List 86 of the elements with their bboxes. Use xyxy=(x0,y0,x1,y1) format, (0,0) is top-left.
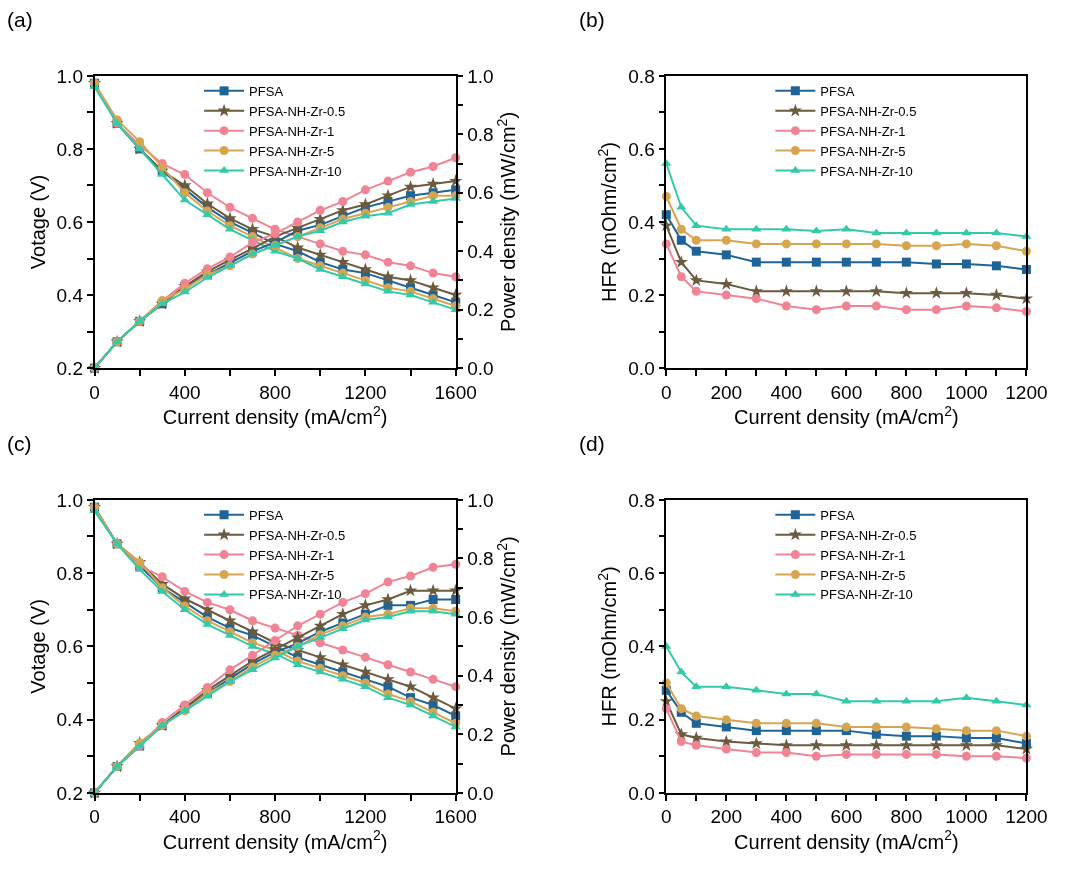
y-tick-label: 0.2 xyxy=(628,709,655,731)
x-tick-label: 1600 xyxy=(434,806,477,828)
y2-tick-label: 0.4 xyxy=(467,665,495,687)
chart-title: (d) xyxy=(579,432,605,455)
x-tick-label: 1000 xyxy=(945,381,988,403)
y2-tick-label: 1.0 xyxy=(467,489,494,511)
y2-tick-label: 0.2 xyxy=(467,723,494,745)
y-tick-label: 0.6 xyxy=(628,138,655,160)
y-tick-label: 0.8 xyxy=(56,562,83,584)
y-tick-label: 0.4 xyxy=(56,709,84,731)
y-tick-label: 0.4 xyxy=(628,211,656,233)
x-tick-label: 1600 xyxy=(434,381,477,403)
x-tick-label: 800 xyxy=(890,381,923,403)
legend-label: PFSA-NH-Zr-0.5 xyxy=(820,527,917,543)
x-tick-label: 800 xyxy=(259,806,291,828)
x-tick-label: 0 xyxy=(660,381,672,403)
y-tick-label: 0.8 xyxy=(628,65,655,87)
y-tick-label: 0.6 xyxy=(628,562,655,584)
x-tick-label: 0 xyxy=(660,806,672,828)
y-tick-label: 0.4 xyxy=(628,636,656,658)
y-axis-title: Votage (V) xyxy=(26,174,49,270)
legend-label: PFSA-NH-Zr-10 xyxy=(820,587,913,603)
y-tick-label: 0.0 xyxy=(628,357,655,379)
x-tick-label: 200 xyxy=(710,806,743,828)
x-tick-label: 1200 xyxy=(1005,806,1048,828)
x-axis-title: Current density (mA/cm$^{2}$) xyxy=(734,827,959,853)
y2-tick-label: 0.8 xyxy=(467,548,494,570)
chart-title: (b) xyxy=(579,8,605,31)
legend-label: PFSA-NH-Zr-10 xyxy=(249,587,342,603)
legend-label: PFSA xyxy=(820,83,855,99)
x-tick-label: 600 xyxy=(830,806,863,828)
x-tick-label: 1000 xyxy=(945,806,988,828)
legend-label: PFSA-NH-Zr-5 xyxy=(249,143,335,159)
legend-label: PFSA xyxy=(820,507,855,523)
y2-tick-label: 0.6 xyxy=(467,182,494,204)
x-tick-label: 800 xyxy=(890,806,923,828)
x-tick-label: 1200 xyxy=(344,806,387,828)
legend-label: PFSA-NH-Zr-1 xyxy=(249,547,335,563)
x-tick-label: 400 xyxy=(770,381,803,403)
y-tick-label: 0.2 xyxy=(56,357,83,379)
legend-label: PFSA xyxy=(249,507,284,523)
legend-label: PFSA xyxy=(249,83,284,99)
y-tick-label: 0.0 xyxy=(628,782,655,804)
x-tick-label: 400 xyxy=(770,806,803,828)
y-tick-label: 0.2 xyxy=(628,284,655,306)
legend-label: PFSA-NH-Zr-5 xyxy=(820,143,906,159)
legend-label: PFSA-NH-Zr-5 xyxy=(249,567,335,583)
y2-tick-label: 1.0 xyxy=(467,65,494,87)
y2-tick-label: 0.2 xyxy=(467,299,494,321)
legend-label: PFSA-NH-Zr-5 xyxy=(820,567,906,583)
legend-label: PFSA-NH-Zr-0.5 xyxy=(820,103,917,119)
x-axis-title: Current density (mA/cm$^{2}$) xyxy=(162,827,388,853)
x-axis-title: Current density (mA/cm$^{2}$) xyxy=(734,402,959,429)
x-axis-title: Current density (mA/cm$^{2}$) xyxy=(162,402,388,429)
y-tick-label: 0.8 xyxy=(628,489,655,511)
chart-title: (a) xyxy=(7,8,33,31)
y-tick-label: 0.8 xyxy=(56,138,83,160)
x-tick-label: 1200 xyxy=(344,381,387,403)
x-tick-label: 0 xyxy=(89,381,100,403)
y2-tick-label: 0.8 xyxy=(467,123,494,145)
y-tick-label: 1.0 xyxy=(56,489,83,511)
x-tick-label: 400 xyxy=(168,381,201,403)
y2-tick-label: 0.4 xyxy=(467,240,495,262)
y2-tick-label: 0.6 xyxy=(467,606,494,628)
y-axis-title: Votage (V) xyxy=(26,599,49,694)
legend-label: PFSA-NH-Zr-10 xyxy=(249,163,342,179)
x-tick-label: 200 xyxy=(710,381,743,403)
x-tick-label: 0 xyxy=(89,806,100,828)
x-tick-label: 800 xyxy=(259,381,291,403)
y-tick-label: 0.6 xyxy=(56,636,83,658)
y2-tick-label: 0.0 xyxy=(467,782,494,804)
x-tick-label: 1200 xyxy=(1005,381,1048,403)
legend-label: PFSA-NH-Zr-1 xyxy=(820,123,906,139)
x-tick-label: 400 xyxy=(168,806,201,828)
y-tick-label: 0.6 xyxy=(56,211,83,233)
y-tick-label: 0.2 xyxy=(56,782,83,804)
y2-tick-label: 0.0 xyxy=(467,357,494,379)
y-tick-label: 0.4 xyxy=(56,284,84,306)
chart-title: (c) xyxy=(7,432,32,455)
y-tick-label: 1.0 xyxy=(56,65,83,87)
legend-label: PFSA-NH-Zr-1 xyxy=(820,547,906,563)
legend-label: PFSA-NH-Zr-0.5 xyxy=(249,527,346,543)
legend-label: PFSA-NH-Zr-0.5 xyxy=(249,103,346,119)
x-tick-label: 600 xyxy=(830,381,863,403)
legend-label: PFSA-NH-Zr-10 xyxy=(820,163,913,179)
legend-label: PFSA-NH-Zr-1 xyxy=(249,123,335,139)
